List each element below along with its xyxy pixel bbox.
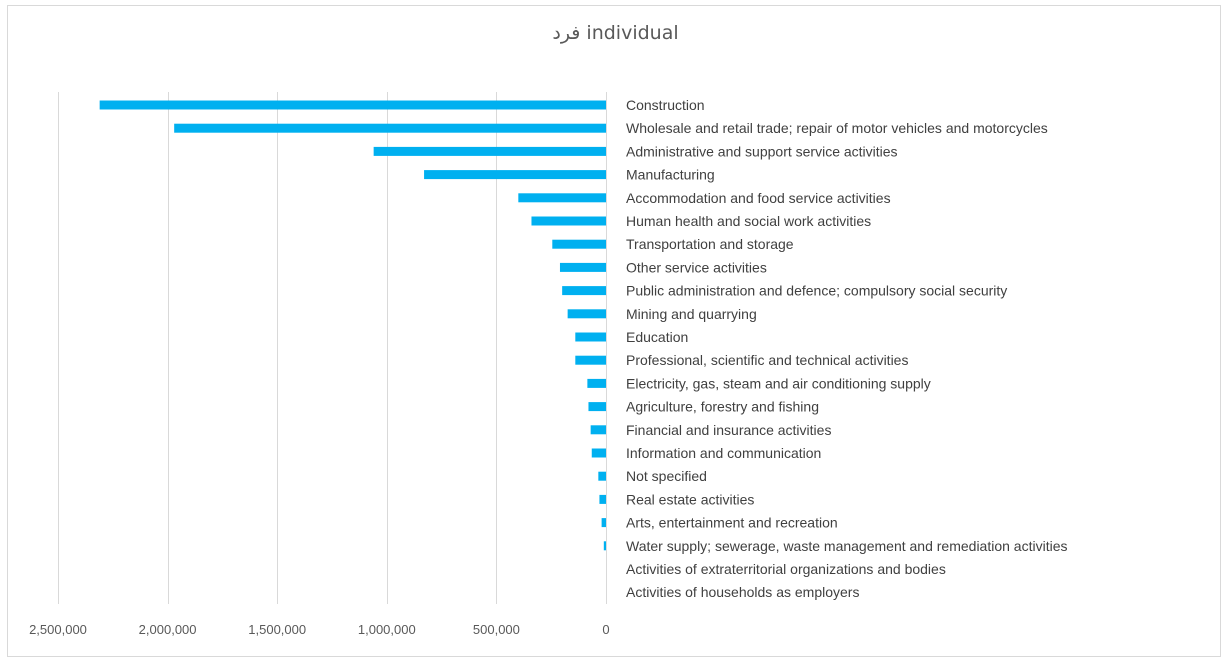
category-label: Real estate activities	[626, 491, 754, 507]
category-label: Construction	[626, 97, 705, 113]
category-label: Public administration and defence; compu…	[626, 283, 1007, 299]
category-label: Human health and social work activities	[626, 213, 871, 229]
bar	[601, 518, 606, 528]
bar	[590, 425, 606, 435]
bar	[552, 239, 606, 249]
category-label: Transportation and storage	[626, 236, 794, 252]
category-label: Agriculture, forestry and fishing	[626, 399, 819, 415]
category-label: Professional, scientific and technical a…	[626, 352, 908, 368]
x-tick-label: 1,000,000	[358, 622, 416, 637]
x-tick-label: 0	[602, 622, 609, 637]
bar	[599, 494, 606, 504]
bar	[603, 541, 606, 551]
category-label: Accommodation and food service activitie…	[626, 190, 891, 206]
bar	[518, 193, 606, 203]
category-label: Other service activities	[626, 259, 767, 275]
category-label: Administrative and support service activ…	[626, 143, 898, 159]
x-tick-label: 2,500,000	[29, 622, 87, 637]
x-tick-label: 2,000,000	[139, 622, 197, 637]
category-label: Wholesale and retail trade; repair of mo…	[626, 120, 1048, 136]
bar	[575, 332, 606, 342]
category-label: Water supply; sewerage, waste management…	[626, 538, 1067, 554]
chart-title: فرد individual	[552, 22, 679, 44]
category-label: Activities of extraterritorial organizat…	[626, 561, 946, 577]
bar	[591, 448, 606, 458]
category-label: Financial and insurance activities	[626, 422, 831, 438]
bar	[99, 100, 606, 110]
chart-frame	[7, 5, 1221, 657]
bar	[174, 123, 606, 133]
category-label: Manufacturing	[626, 167, 715, 183]
category-label: Not specified	[626, 468, 707, 484]
bar	[598, 471, 606, 481]
bar	[575, 355, 606, 365]
category-label: Information and communication	[626, 445, 821, 461]
category-label: Electricity, gas, steam and air conditio…	[626, 375, 931, 391]
category-label: Education	[626, 329, 688, 345]
x-tick-label: 1,500,000	[248, 622, 306, 637]
x-tick-label: 500,000	[473, 622, 520, 637]
bar	[562, 286, 606, 296]
category-label: Activities of households as employers	[626, 584, 859, 600]
category-label: Mining and quarrying	[626, 306, 757, 322]
bar	[567, 309, 606, 319]
bar	[531, 216, 606, 226]
bar	[559, 262, 606, 272]
bar	[373, 146, 606, 156]
category-label: Arts, entertainment and recreation	[626, 515, 838, 531]
bar	[424, 170, 606, 180]
bar	[588, 402, 606, 412]
bar	[587, 378, 606, 388]
